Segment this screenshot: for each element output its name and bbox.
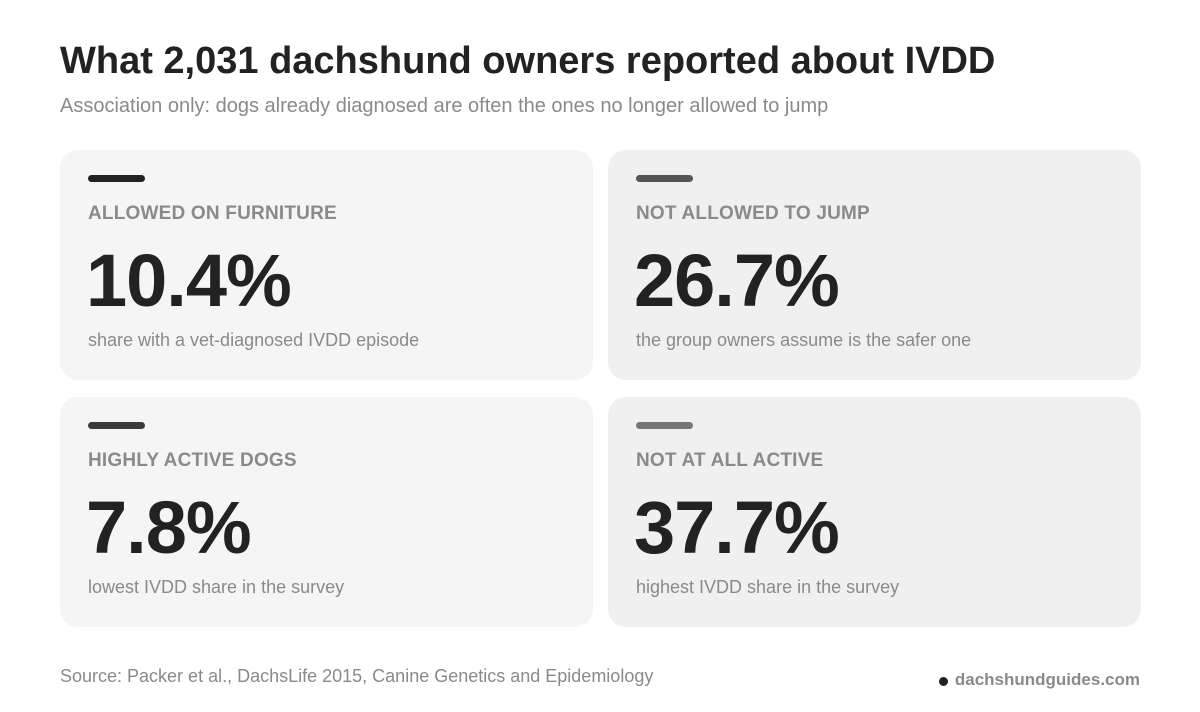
card-description: highest IVDD share in the survey	[636, 577, 900, 597]
card-label: NOT AT ALL ACTIVE	[636, 450, 824, 471]
stat-card-grid: ALLOWED ON FURNITURE 10.4% share with a …	[60, 150, 1141, 627]
card-description: the group owners assume is the safer one	[636, 330, 972, 350]
source-citation: Source: Packer et al., DachsLife 2015, C…	[60, 666, 654, 686]
card-description: lowest IVDD share in the survey	[88, 577, 345, 597]
card-value: 10.4%	[86, 239, 292, 322]
card-value: 37.7%	[634, 486, 840, 569]
card-accent-bar	[636, 422, 693, 429]
brand-name: dachshundguides.com	[954, 670, 1140, 689]
card-accent-bar	[636, 175, 693, 182]
card-label: NOT ALLOWED TO JUMP	[636, 203, 870, 224]
page-title: What 2,031 dachshund owners reported abo…	[60, 40, 996, 82]
stat-card-not-at-all-active: NOT AT ALL ACTIVE 37.7% highest IVDD sha…	[608, 397, 1141, 627]
stat-card-not-allowed-to-jump: NOT ALLOWED TO JUMP 26.7% the group owne…	[608, 150, 1141, 380]
card-accent-bar	[88, 422, 145, 429]
stat-card-allowed-on-furniture: ALLOWED ON FURNITURE 10.4% share with a …	[60, 150, 593, 380]
card-accent-bar	[88, 175, 145, 182]
stat-card-highly-active-dogs: HIGHLY ACTIVE DOGS 7.8% lowest IVDD shar…	[60, 397, 593, 627]
card-label: ALLOWED ON FURNITURE	[88, 203, 337, 224]
brand-footer: dachshundguides.com	[938, 670, 1140, 690]
card-description: share with a vet-diagnosed IVDD episode	[88, 330, 420, 350]
card-value: 26.7%	[634, 239, 840, 322]
card-label: HIGHLY ACTIVE DOGS	[88, 450, 297, 471]
page-subtitle: Association only: dogs already diagnosed…	[60, 95, 829, 117]
card-value: 7.8%	[86, 486, 252, 569]
brand-dot-icon	[938, 676, 948, 686]
